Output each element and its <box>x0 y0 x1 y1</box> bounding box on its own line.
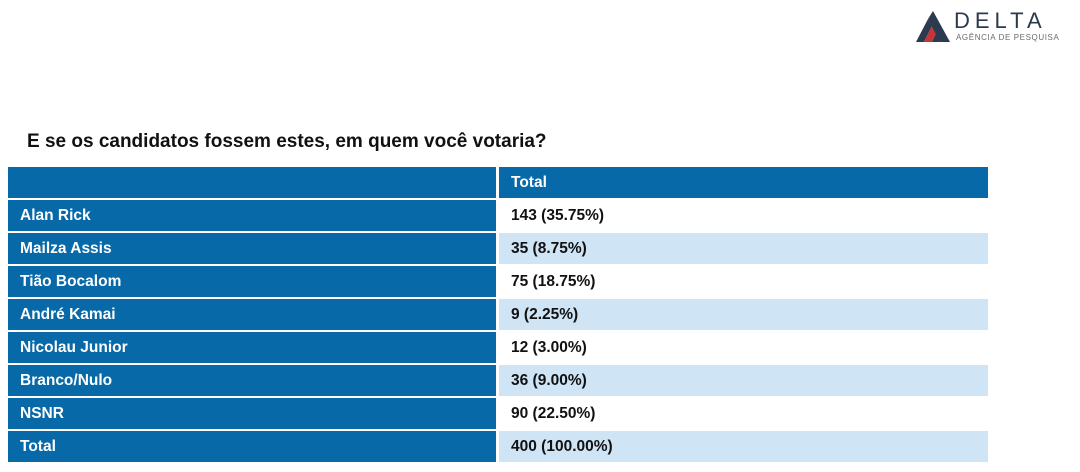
table-row: NSNR 90 (22.50%) <box>8 398 988 431</box>
table-row: Tião Bocalom 75 (18.75%) <box>8 266 988 299</box>
page-title: E se os candidatos fossem estes, em quem… <box>27 131 547 152</box>
row-value: 143 (35.75%) <box>499 200 988 231</box>
logo-brand-text: DELTA <box>954 8 1047 33</box>
header-total-cell: Total <box>499 167 988 198</box>
table-row: Nicolau Junior 12 (3.00%) <box>8 332 988 365</box>
table-row: Branco/Nulo 36 (9.00%) <box>8 365 988 398</box>
table-row: André Kamai 9 (2.25%) <box>8 299 988 332</box>
total-label: Total <box>8 431 496 462</box>
total-value: 400 (100.00%) <box>499 431 988 462</box>
delta-triangle-icon <box>916 11 950 42</box>
row-label: Alan Rick <box>8 200 496 231</box>
header-label-cell <box>8 167 496 198</box>
row-label: Nicolau Junior <box>8 332 496 363</box>
row-value: 90 (22.50%) <box>499 398 988 429</box>
row-value: 75 (18.75%) <box>499 266 988 297</box>
row-value: 9 (2.25%) <box>499 299 988 330</box>
table-total-row: Total 400 (100.00%) <box>8 431 988 464</box>
table-header-row: Total <box>8 167 988 200</box>
row-label: NSNR <box>8 398 496 429</box>
row-label: Branco/Nulo <box>8 365 496 396</box>
delta-logo: DELTA AGÊNCIA DE PESQUISA <box>914 8 1064 45</box>
row-value: 35 (8.75%) <box>499 233 988 264</box>
table-row: Mailza Assis 35 (8.75%) <box>8 233 988 266</box>
results-table: Total Alan Rick 143 (35.75%) Mailza Assi… <box>8 167 988 464</box>
logo-tagline: AGÊNCIA DE PESQUISA <box>956 33 1060 42</box>
table-row: Alan Rick 143 (35.75%) <box>8 200 988 233</box>
row-value: 36 (9.00%) <box>499 365 988 396</box>
row-label: André Kamai <box>8 299 496 330</box>
row-value: 12 (3.00%) <box>499 332 988 363</box>
row-label: Tião Bocalom <box>8 266 496 297</box>
row-label: Mailza Assis <box>8 233 496 264</box>
